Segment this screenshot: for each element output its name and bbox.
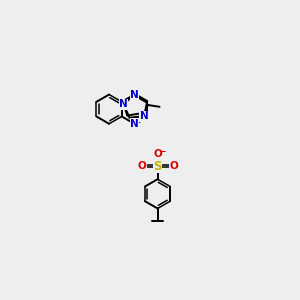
Text: O: O bbox=[169, 161, 178, 171]
Text: N: N bbox=[130, 119, 139, 129]
Text: N: N bbox=[130, 89, 139, 100]
Text: O: O bbox=[153, 149, 162, 159]
Text: O: O bbox=[137, 161, 146, 171]
Text: N: N bbox=[119, 99, 128, 109]
Text: N: N bbox=[140, 111, 148, 121]
Text: −: − bbox=[158, 147, 166, 156]
Text: S: S bbox=[153, 160, 162, 173]
